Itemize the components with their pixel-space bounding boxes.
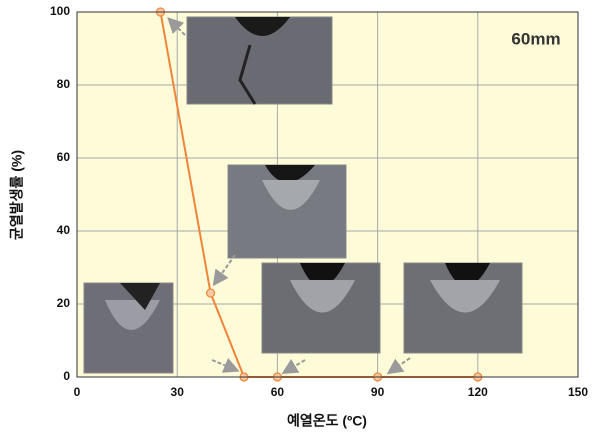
- x-tick-label: 0: [74, 385, 81, 399]
- y-tick-label: 60: [57, 150, 71, 164]
- x-tick-label: 30: [171, 385, 185, 399]
- y-tick-label: 20: [57, 296, 71, 310]
- x-axis-label: 예열온도 (ºC): [287, 413, 367, 429]
- x-tick-label: 150: [568, 385, 588, 399]
- annotation: 60mm: [511, 29, 560, 48]
- y-tick-label: 80: [57, 77, 71, 91]
- y-tick-label: 40: [57, 223, 71, 237]
- y-tick-label: 100: [50, 4, 70, 18]
- y-tick-label: 0: [63, 369, 70, 383]
- y-axis-label: 균열발생률 (%): [9, 150, 25, 240]
- x-tick-label: 60: [271, 385, 285, 399]
- x-tick-label: 90: [371, 385, 385, 399]
- x-tick-label: 120: [468, 385, 488, 399]
- chart: 60mm 예열온도 (ºC) 균열발생률 (%) 0 20 40 60 80 100 0 30…: [0, 0, 602, 437]
- point: [207, 289, 215, 297]
